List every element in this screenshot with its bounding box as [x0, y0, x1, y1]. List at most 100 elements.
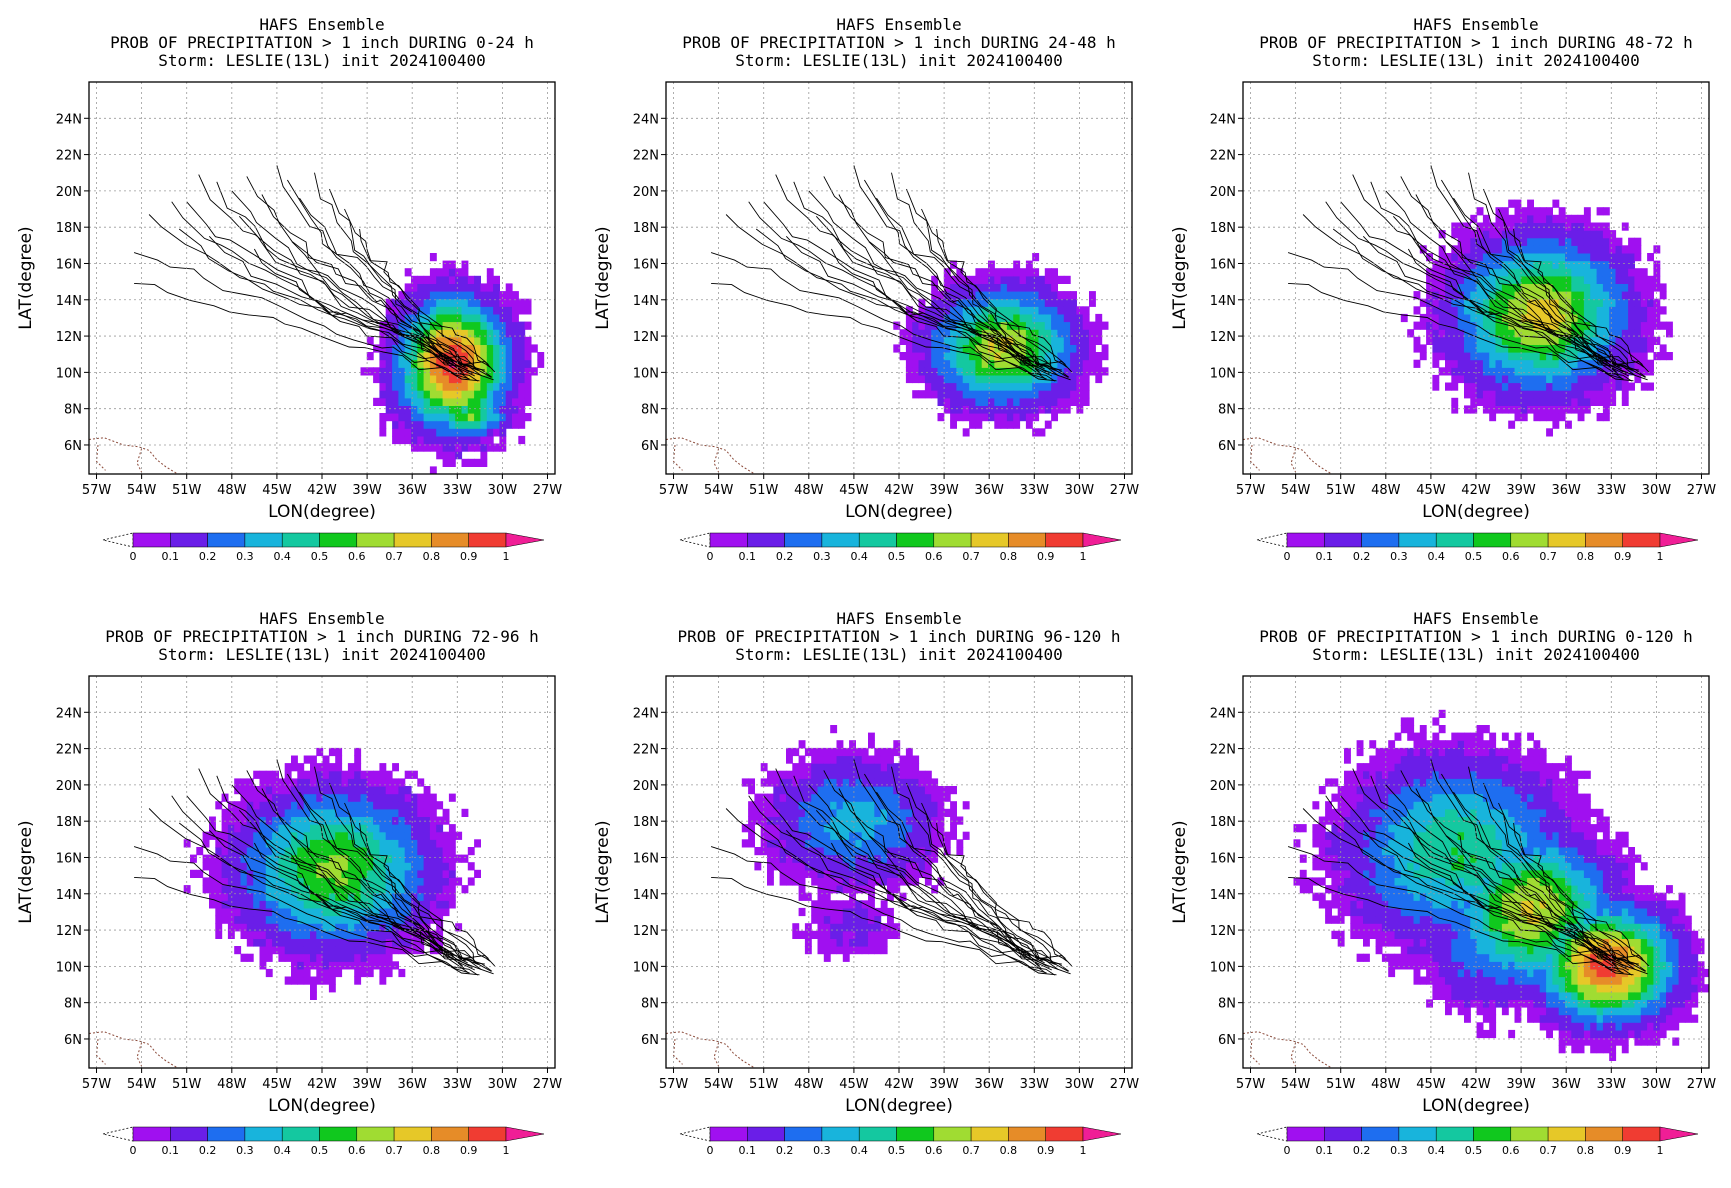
prob-cell [1419, 763, 1427, 772]
prob-cell [1476, 885, 1484, 894]
prob-cell [1451, 367, 1459, 376]
prob-cell [988, 298, 995, 307]
prob-cell [849, 793, 856, 802]
prob-cell [1565, 283, 1572, 292]
prob-cell [221, 824, 229, 833]
prob-cell [1533, 374, 1541, 384]
prob-cell [411, 854, 418, 863]
colorbar-label: 0.5 [311, 1144, 329, 1157]
prob-cell [1044, 291, 1052, 300]
prob-cell [423, 831, 431, 840]
prob-cell [1457, 793, 1465, 802]
prob-cell [1577, 291, 1585, 300]
prob-cell [429, 915, 437, 924]
prob-cell [392, 862, 399, 871]
prob-cell [1337, 877, 1345, 886]
prob-cell [467, 443, 475, 452]
prob-cell [499, 435, 507, 445]
colorbar-swatch [933, 532, 972, 548]
prob-cell [1381, 839, 1389, 848]
prob-cell [1552, 245, 1560, 254]
prob-cell [1432, 984, 1440, 993]
prob-cell [1647, 336, 1654, 345]
prob-cell [524, 336, 532, 345]
prob-cell [804, 801, 812, 810]
prob-cell [994, 413, 1002, 422]
prob-cell [931, 291, 939, 300]
prob-cell [836, 801, 844, 810]
prob-cell [1032, 344, 1040, 353]
prob-cell [868, 824, 875, 833]
prob-cell [303, 930, 311, 939]
prob-cell [1350, 862, 1358, 871]
prob-cell [1000, 374, 1008, 384]
prob-cell [1476, 207, 1484, 216]
prob-cell [912, 352, 920, 361]
prob-cell [259, 892, 267, 901]
prob-cell [499, 405, 507, 414]
prob-cell [1583, 367, 1591, 376]
prob-cell [1476, 1007, 1484, 1016]
prob-cell [786, 877, 793, 886]
prob-cell [1044, 397, 1052, 406]
prob-cell [1038, 382, 1046, 391]
prob-cell [849, 839, 856, 848]
prob-cell [1476, 801, 1484, 810]
prob-cell [366, 915, 374, 924]
prob-cell [1482, 298, 1490, 307]
prob-cell [1413, 801, 1421, 810]
prob-cell [1325, 862, 1332, 871]
prob-cell [284, 930, 292, 939]
prob-cell [1464, 808, 1471, 817]
prob-cell [899, 839, 907, 848]
prob-cell [310, 991, 317, 1000]
prob-cell [411, 420, 418, 429]
prob-cell [849, 778, 856, 787]
prob-cell [373, 930, 380, 939]
prob-cell [988, 344, 995, 353]
prob-cell [842, 770, 850, 779]
prob-cell [1076, 374, 1084, 384]
prob-cell [1464, 877, 1471, 886]
prob-cell [291, 877, 298, 886]
prob-cell [265, 816, 273, 825]
prob-cell [1057, 352, 1065, 361]
prob-cell [1482, 808, 1490, 817]
prob-cell [310, 915, 317, 924]
prob-cell [1476, 397, 1484, 406]
prob-cell [1006, 405, 1014, 414]
prob-cell [221, 808, 229, 817]
prob-cell [1413, 923, 1421, 932]
prob-cell [836, 747, 844, 757]
prob-cell [1457, 938, 1465, 947]
prob-cell [1577, 275, 1585, 284]
prob-cell [1082, 359, 1090, 368]
prob-cell [442, 847, 450, 856]
prob-cell [259, 839, 267, 848]
prob-cell [404, 420, 412, 429]
prob-cell [467, 283, 475, 292]
prob-cell [893, 801, 901, 810]
prob-cell [1419, 915, 1427, 924]
prob-cell [221, 869, 229, 878]
prob-cell [804, 816, 812, 825]
prob-cell [379, 847, 387, 856]
prob-cell [221, 862, 229, 871]
prob-cell [1019, 329, 1027, 338]
prob-cell [373, 374, 380, 384]
prob-cell [328, 831, 336, 840]
prob-cell [284, 816, 292, 825]
prob-cell [467, 382, 475, 391]
prob-cell [836, 755, 844, 764]
prob-cell [1489, 382, 1497, 391]
prob-cell [1470, 397, 1478, 406]
prob-cell [1013, 367, 1021, 376]
prob-cell [486, 367, 494, 376]
prob-cell [981, 283, 989, 292]
prob-cell [1063, 321, 1071, 330]
prob-cell [1394, 824, 1402, 833]
prob-cell [905, 367, 913, 376]
prob-cell [1464, 763, 1471, 772]
prob-cell [1621, 397, 1629, 406]
prob-cell [404, 283, 412, 292]
